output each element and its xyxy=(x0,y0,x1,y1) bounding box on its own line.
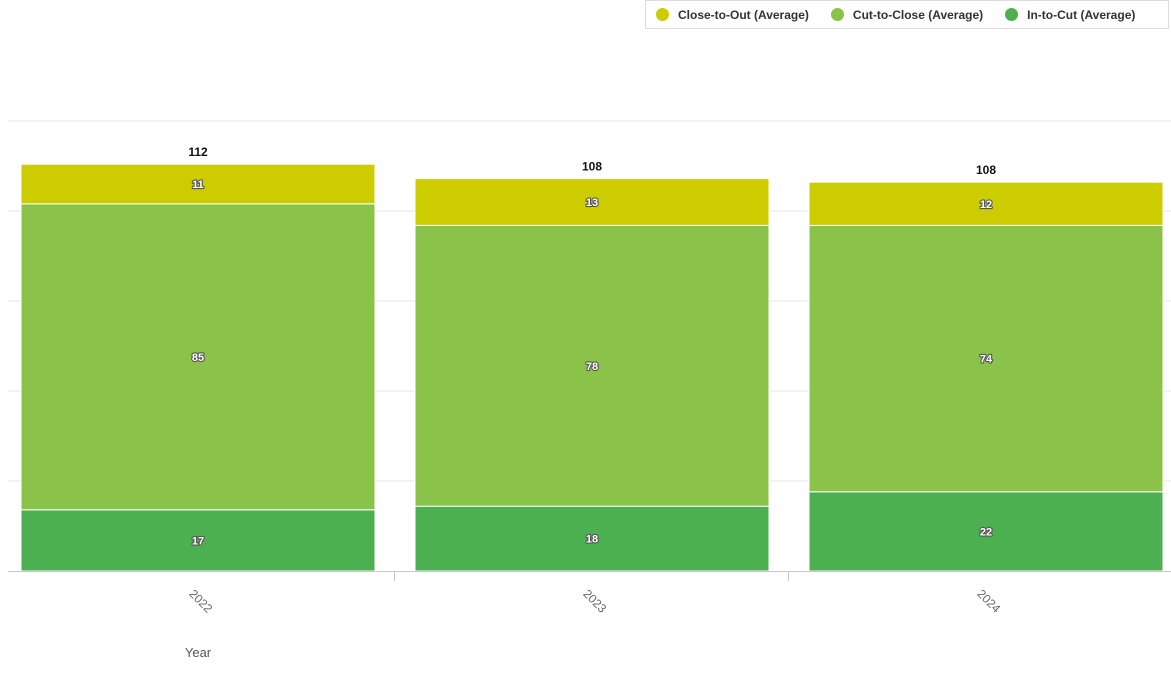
bar-segment[interactable] xyxy=(808,491,1164,572)
x-tick-label: 2023 xyxy=(580,587,609,616)
bar-segment[interactable] xyxy=(20,163,376,205)
legend-label-close-to-out: Close-to-Out (Average) xyxy=(678,7,809,22)
legend: Close-to-Out (Average) Cut-to-Close (Ave… xyxy=(645,0,1169,29)
bar-segment[interactable] xyxy=(20,203,376,511)
legend-item-close-to-out[interactable]: Close-to-Out (Average) xyxy=(656,8,809,22)
data-label: 74 xyxy=(980,354,993,366)
data-label: 18 xyxy=(586,534,598,546)
x-axis-title: Year xyxy=(185,645,212,660)
legend-item-cut-to-close[interactable]: Cut-to-Close (Average) xyxy=(830,7,984,22)
data-label: 85 xyxy=(192,352,204,364)
bar-segment[interactable] xyxy=(414,224,770,507)
bar-segment[interactable] xyxy=(808,224,1164,493)
data-label: 17 xyxy=(192,535,204,547)
x-tick-label: 2022 xyxy=(186,587,215,616)
data-label: 11 xyxy=(192,179,204,191)
legend-swatch-in-to-cut xyxy=(1005,8,1019,21)
legend-item-in-to-cut[interactable]: In-to-Cut (Average) xyxy=(1005,8,1135,22)
total-label: 108 xyxy=(976,163,996,177)
total-label: 108 xyxy=(582,160,602,174)
legend-label-in-to-cut: In-to-Cut (Average) xyxy=(1027,7,1136,22)
legend-swatch-cut-to-close xyxy=(830,8,844,21)
legend-swatch-close-to-out xyxy=(656,8,669,21)
data-label: 13 xyxy=(586,197,598,209)
data-label: 78 xyxy=(586,361,598,373)
data-label: 22 xyxy=(980,526,992,538)
bar-segment[interactable] xyxy=(20,509,376,572)
bar-segment[interactable] xyxy=(808,181,1164,226)
bar-segment[interactable] xyxy=(414,178,770,226)
data-label: 12 xyxy=(980,199,992,211)
total-label: 112 xyxy=(188,145,208,159)
x-tick-label: 2024 xyxy=(974,587,1003,616)
legend-label-cut-to-close: Cut-to-Close (Average) xyxy=(852,7,984,22)
